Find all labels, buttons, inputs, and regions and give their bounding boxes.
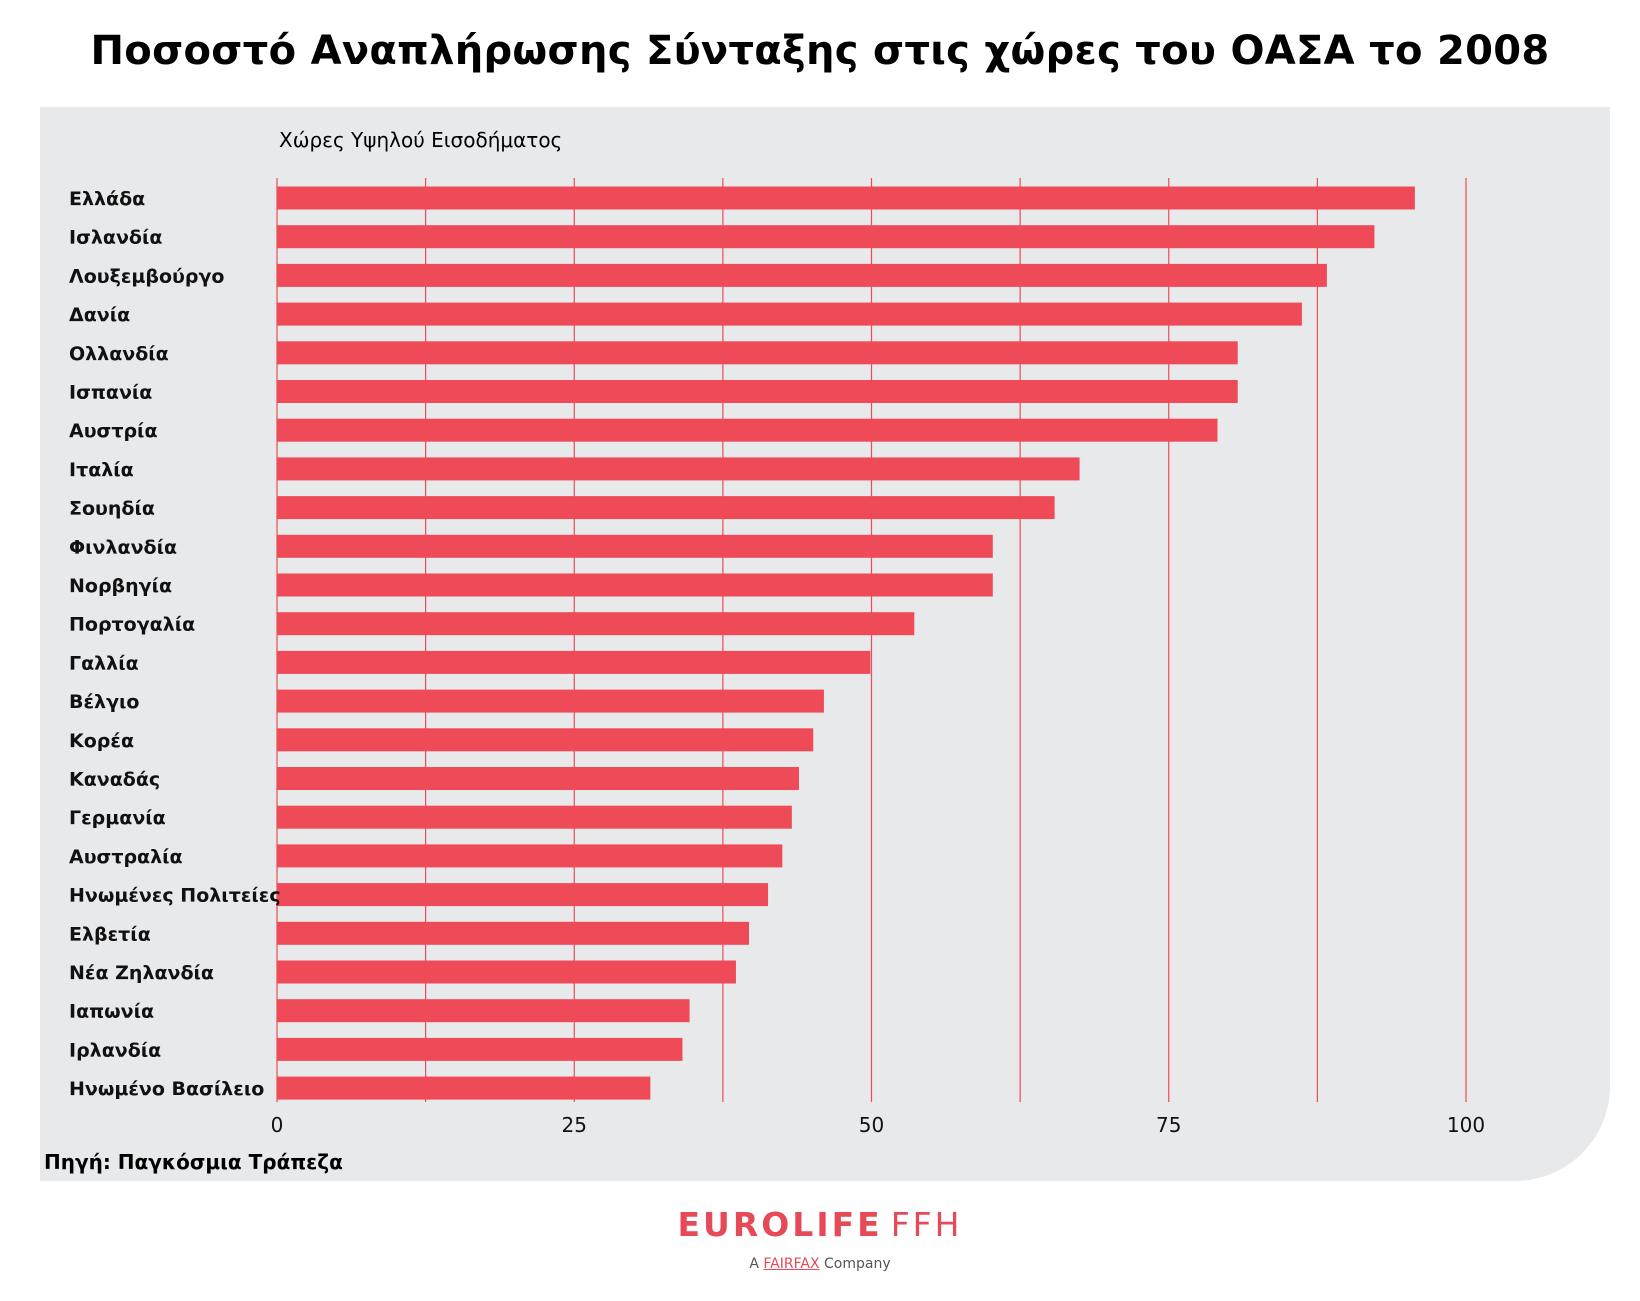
- logo-tag-post: Company: [824, 1256, 891, 1272]
- bar-22: [277, 999, 690, 1023]
- category-label: Πορτογαλία: [69, 614, 195, 636]
- x-tick-label: 0: [271, 1113, 284, 1137]
- bar-15: [277, 728, 814, 752]
- category-label: Ολλανδία: [69, 343, 169, 365]
- bar-13: [277, 650, 871, 674]
- bar-2: [277, 225, 1375, 249]
- x-tick-label: 100: [1447, 1113, 1485, 1137]
- category-label: Κορέα: [69, 730, 134, 752]
- bar-1: [277, 186, 1415, 210]
- bar-20: [277, 921, 750, 945]
- source-note: Πηγή: Παγκόσμια Τράπεζα: [44, 1150, 343, 1174]
- category-label: Ηνωμένο Βασίλειο: [69, 1078, 264, 1100]
- category-label: Ιαπωνία: [69, 1001, 154, 1023]
- grid-lines: [276, 178, 1467, 1102]
- logo-suffix: FFH: [890, 1205, 963, 1244]
- x-tick-label: 50: [859, 1113, 884, 1137]
- bar-18: [277, 844, 783, 868]
- x-tick-labels: 0 25 50 75 100: [271, 1113, 1485, 1137]
- category-label: Δανία: [69, 304, 130, 326]
- bar-3: [277, 263, 1327, 287]
- bar-4: [277, 302, 1302, 326]
- category-label: Ισπανία: [69, 382, 152, 404]
- eurolife-logo: EUROLIFE FFH: [0, 1205, 1640, 1244]
- bar-14: [277, 689, 824, 713]
- bar-10: [277, 534, 993, 558]
- bar-8: [277, 457, 1080, 481]
- category-label: Νέα Ζηλανδία: [69, 962, 214, 984]
- category-label: Καναδάς: [69, 769, 160, 791]
- category-label: Ισλανδία: [69, 227, 162, 249]
- category-label: Νορβηγία: [69, 575, 172, 597]
- category-label: Αυστραλία: [69, 846, 183, 868]
- category-label: Ιρλανδία: [69, 1039, 161, 1061]
- bar-24: [277, 1076, 651, 1100]
- bars: [277, 186, 1415, 1100]
- category-label: Ηνωμένες Πολιτείες: [69, 885, 281, 907]
- bar-17: [277, 805, 792, 829]
- logo-tag-pre: A: [749, 1256, 759, 1272]
- logo-brand: EUROLIFE: [677, 1205, 883, 1244]
- bar-23: [277, 1037, 683, 1061]
- category-label: Γερμανία: [69, 807, 166, 829]
- bar-6: [277, 380, 1238, 403]
- logo-tag-fairfax: FAIRFAX: [763, 1256, 820, 1272]
- bar-5: [277, 341, 1238, 365]
- category-label: Γαλλία: [69, 652, 139, 674]
- bar-21: [277, 960, 736, 984]
- category-label: Φινλανδία: [69, 536, 177, 558]
- x-tick-label: 75: [1156, 1113, 1181, 1137]
- bar-11: [277, 573, 993, 597]
- category-label: Σουηδία: [69, 498, 155, 520]
- category-label: Λουξεμβούργο: [69, 265, 224, 287]
- category-labels: Ελλάδα Ισλανδία Λουξεμβούργο Δανία Ολλανδία Ι…: [69, 188, 281, 1100]
- bar-9: [277, 496, 1055, 520]
- category-label: Βέλγιο: [69, 691, 139, 713]
- category-label: Ελλάδα: [69, 188, 145, 210]
- chart-title: Ποσοστό Αναπλήρωσης Σύνταξης στις χώρες …: [90, 28, 1550, 74]
- category-label: Ελβετία: [69, 923, 151, 945]
- category-label: Ιταλία: [69, 459, 134, 481]
- x-tick-label: 25: [562, 1113, 587, 1137]
- chart-subtitle: Χώρες Υψηλού Εισοδήματος: [279, 128, 563, 152]
- category-label: Αυστρία: [69, 420, 158, 442]
- bar-12: [277, 612, 915, 636]
- logo-tagline: A FAIRFAX Company: [0, 1256, 1640, 1272]
- bar-16: [277, 767, 799, 790]
- bar-7: [277, 418, 1218, 442]
- bar-19: [277, 883, 769, 907]
